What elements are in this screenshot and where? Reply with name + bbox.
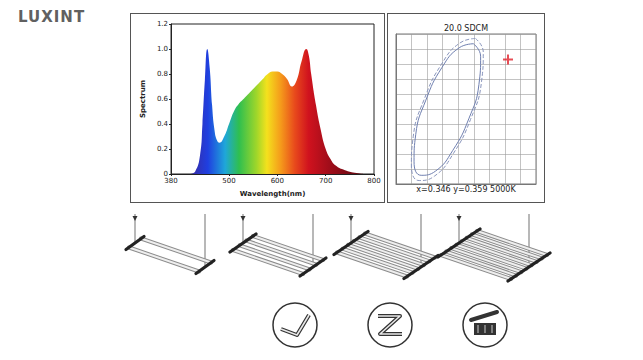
svg-text:0.6: 0.6 [157, 95, 169, 103]
svg-text:600: 600 [271, 177, 284, 185]
svg-text:Spectrum: Spectrum [139, 80, 147, 118]
html-text:LUXINT: LUXINT [18, 8, 86, 26]
svg-text:800: 800 [367, 177, 380, 185]
svg-text:0.4: 0.4 [157, 120, 169, 128]
svg-text:0.2: 0.2 [157, 145, 168, 153]
svg-text:0.8: 0.8 [157, 70, 168, 78]
svg-text:380: 380 [164, 177, 177, 185]
svg-text:700: 700 [319, 177, 332, 185]
svg-text:x=0.346 y=0.359 5000K: x=0.346 y=0.359 5000K [416, 185, 516, 194]
svg-text:20.0 SDCM: 20.0 SDCM [444, 24, 488, 33]
svg-text:Wavelength(nm): Wavelength(nm) [240, 190, 306, 198]
svg-text:1.2: 1.2 [157, 20, 168, 28]
svg-text:500: 500 [222, 177, 235, 185]
svg-text:0: 0 [163, 170, 168, 178]
svg-text:1.0: 1.0 [157, 45, 168, 53]
